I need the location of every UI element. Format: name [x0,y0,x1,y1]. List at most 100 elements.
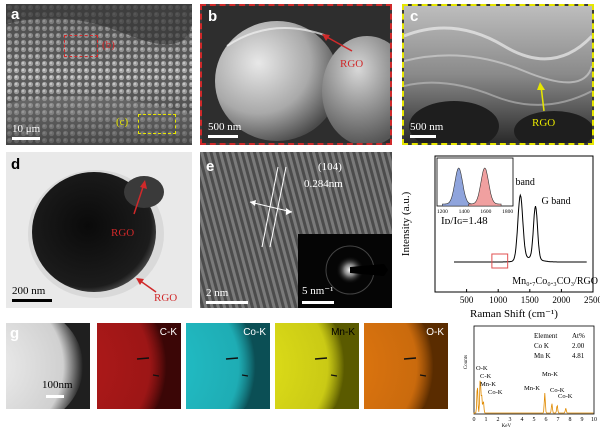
rgo-label-d-top: RGO [111,227,135,239]
inset-tick-label: 1800 [502,209,513,215]
rgo-label-d-bottom: RGO [154,292,178,304]
eds-x-tick-label: 2 [497,417,500,423]
eds-frame [473,325,595,415]
tem-particle [6,152,192,308]
eds-table-cell: Co K [534,342,549,350]
inset-scale-text: 5 nm⁻¹ [302,285,334,297]
saed-inset: 5 nm⁻¹ [298,234,392,308]
eds-spectrum-line [473,380,594,414]
inset-peak-fill [442,167,476,207]
eds-peak-label: O-K [476,365,488,372]
box-c-label: (c) [116,116,129,128]
scale-bar-c [410,135,436,138]
eds-map-label: Mn-K [331,327,355,338]
eds-map-label: O-K [426,327,444,338]
eds-map-o-k: O-K [364,323,448,409]
scale-text-a: 10 μm [12,123,41,135]
panel-label-d: d [11,156,21,173]
x-tick-label: 1500 [521,295,540,305]
panel-f-raman: 500 1000 1500 2000 2500 Raman Shift (cm⁻¹) Int… [395,152,600,322]
eds-peak-label: Mn-K [542,371,558,378]
rgo-label-b: RGO [340,58,364,70]
d-band-label: D band [506,177,535,188]
sem-texture-a [6,4,192,145]
eds-y-label: Counts [464,355,469,369]
eds-x-tick-label: 4 [521,417,524,423]
y-axis-label: Intensity (a.u.) [400,191,412,256]
panel-label-a: a [11,6,20,23]
eds-x-tick-label: 8 [569,417,572,423]
ratio-label: Iᴅ/Iɢ=1.48 [441,215,488,227]
panel-c-sem: RGO c 500 nm [402,4,594,145]
inset-tick-label: 1400 [459,209,470,215]
raman-chart: 500 1000 1500 2000 2500 Raman Shift (cm⁻¹) Int… [400,155,600,320]
sem-texture-c [404,6,592,143]
inset-tick-label: 1200 [437,209,448,215]
scale-bar-e [206,301,248,304]
eds-x-tick-label: 0 [473,417,476,423]
eds-x-tick-label: 7 [557,417,560,423]
eds-peak-label: Co-K [550,387,565,394]
g-band-label: G band [541,196,570,207]
panel-b-sem: RGO b 500 nm [200,4,392,145]
scale-text-g: 100nm [42,379,73,391]
x-tick-label: 500 [460,295,474,305]
scale-text-d: 200 nm [12,285,46,297]
sem-texture-b [202,6,390,143]
box-c-region [138,114,176,134]
scale-bar-d [12,299,52,302]
raman-spectrum-line [454,193,587,263]
box-b-label: (b) [102,39,115,51]
eds-peak-label: C-K [480,373,492,380]
eds-map-label: Co-K [243,327,266,338]
box-b-region [64,35,98,57]
eds-table-cell: 2.00 [572,342,585,350]
plot-frame [434,155,594,293]
spacing-label: 0.284nm [304,178,343,190]
plane-label: (104) [318,161,342,173]
eds-map-co-k: Co-K [186,323,270,409]
rgo-label-c: RGO [532,117,556,129]
eds-table-header: At% [572,332,585,340]
eds-table-cell: 4.81 [572,352,585,360]
scale-bar-b [208,135,238,138]
inset-tick-label: 1600 [480,209,491,215]
scale-text-b: 500 nm [208,121,242,133]
sample-label: Mn₀.₇Co₀.₃CO₃/RGO [512,276,598,287]
arrow-b [202,6,390,143]
inset-peak-fill [468,167,502,207]
eds-x-tick-label: 5 [533,417,536,423]
panel-d-tem: RGO RGO d 200 nm [6,152,192,308]
eds-table-header: Element [534,332,557,340]
eds-x-tick-label: 9 [581,417,584,423]
eds-x-tick-label: 10 [591,417,597,423]
eds-x-tick-label: 1 [485,417,488,423]
x-axis-label: Raman Shift (cm⁻¹) [470,308,558,320]
panel-label-b: b [208,8,218,25]
eds-x-tick-label: 6 [545,417,548,423]
arrow-c [404,6,592,143]
panel-e-hrtem: (104) 0.284nm 5 nm⁻¹ e 2 nm [200,152,392,308]
panel-label-c: c [410,8,419,25]
highlight-box [491,253,509,269]
inset-fit-chart: 1200 1400 1600 1800 [436,157,514,215]
panel-label-e: e [206,158,215,175]
x-tick-label: 2500 [584,295,600,305]
scale-text-c: 500 nm [410,121,444,133]
panel-h-eds: Counts 0 1 2 3 4 5 6 7 8 9 10 KeV O-K C-K Mn-K Co-K Mn-K M… [462,322,598,428]
panel-label-g: g [10,325,20,342]
scale-bar-a [12,137,40,140]
eds-map-mn-k: Mn-K [275,323,359,409]
eds-peak-label: Mn-K [524,385,540,392]
scale-bar-g [46,395,64,398]
panel-g-haadf: g 100nm [6,323,90,409]
eds-peak-label: Co-K [558,393,573,400]
eds-peak-label: Co-K [488,389,503,396]
arrow-d-top [6,152,192,308]
scale-text-e: 2 nm [206,287,229,299]
inset-scale-bar [302,301,334,304]
eds-table-cell: Mn K [534,352,551,360]
x-tick-label: 1000 [489,295,508,305]
eds-peak-label: Mn-K [480,381,496,388]
